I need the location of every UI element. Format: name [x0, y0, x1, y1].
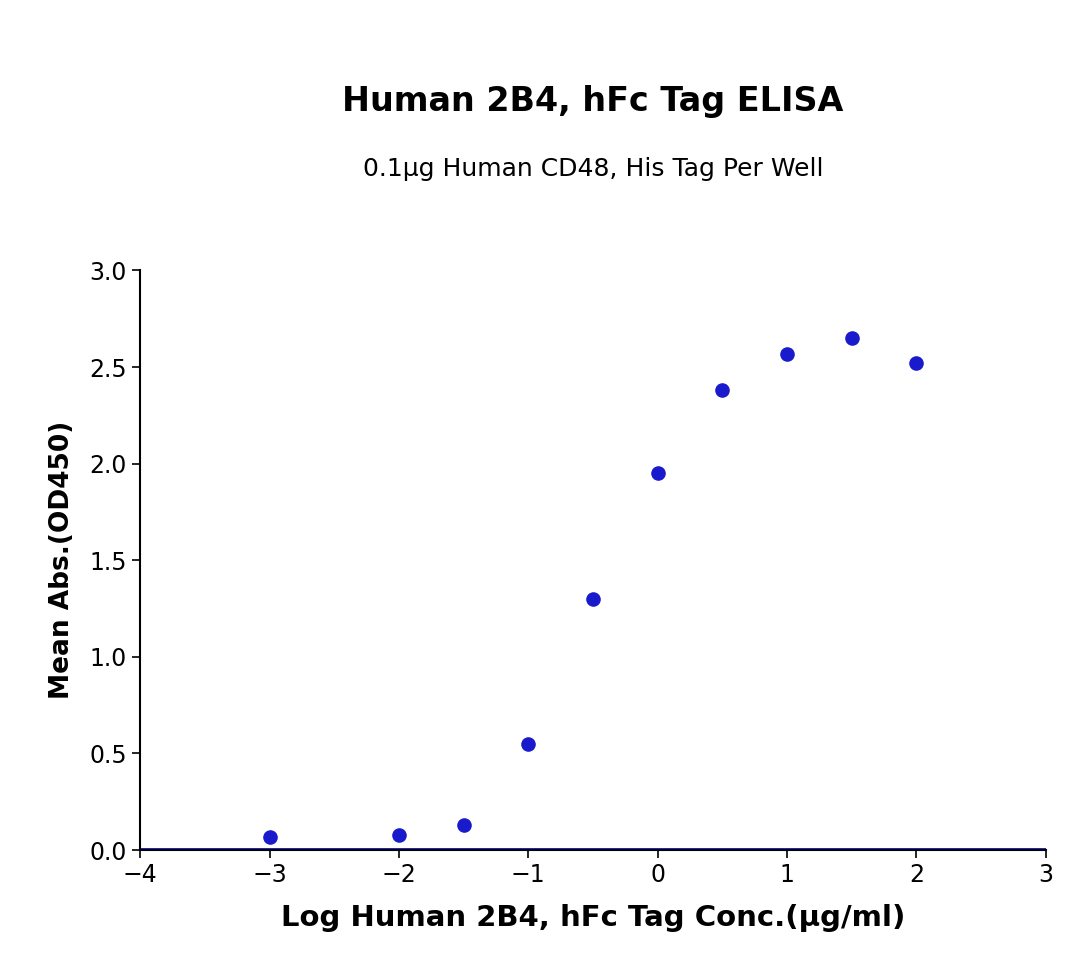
X-axis label: Log Human 2B4, hFc Tag Conc.(μg/ml): Log Human 2B4, hFc Tag Conc.(μg/ml) — [280, 904, 906, 932]
Point — [455, 817, 472, 833]
Point — [584, 591, 602, 607]
Point — [843, 330, 860, 346]
Point — [520, 736, 537, 752]
Point — [778, 346, 796, 361]
Y-axis label: Mean Abs.(OD450): Mean Abs.(OD450) — [50, 421, 75, 699]
Point — [714, 383, 731, 398]
Point — [908, 355, 925, 371]
Point — [390, 827, 407, 842]
Point — [261, 829, 278, 844]
Point — [649, 466, 666, 481]
Text: 0.1μg Human CD48, His Tag Per Well: 0.1μg Human CD48, His Tag Per Well — [362, 157, 824, 181]
Text: Human 2B4, hFc Tag ELISA: Human 2B4, hFc Tag ELISA — [342, 85, 844, 118]
